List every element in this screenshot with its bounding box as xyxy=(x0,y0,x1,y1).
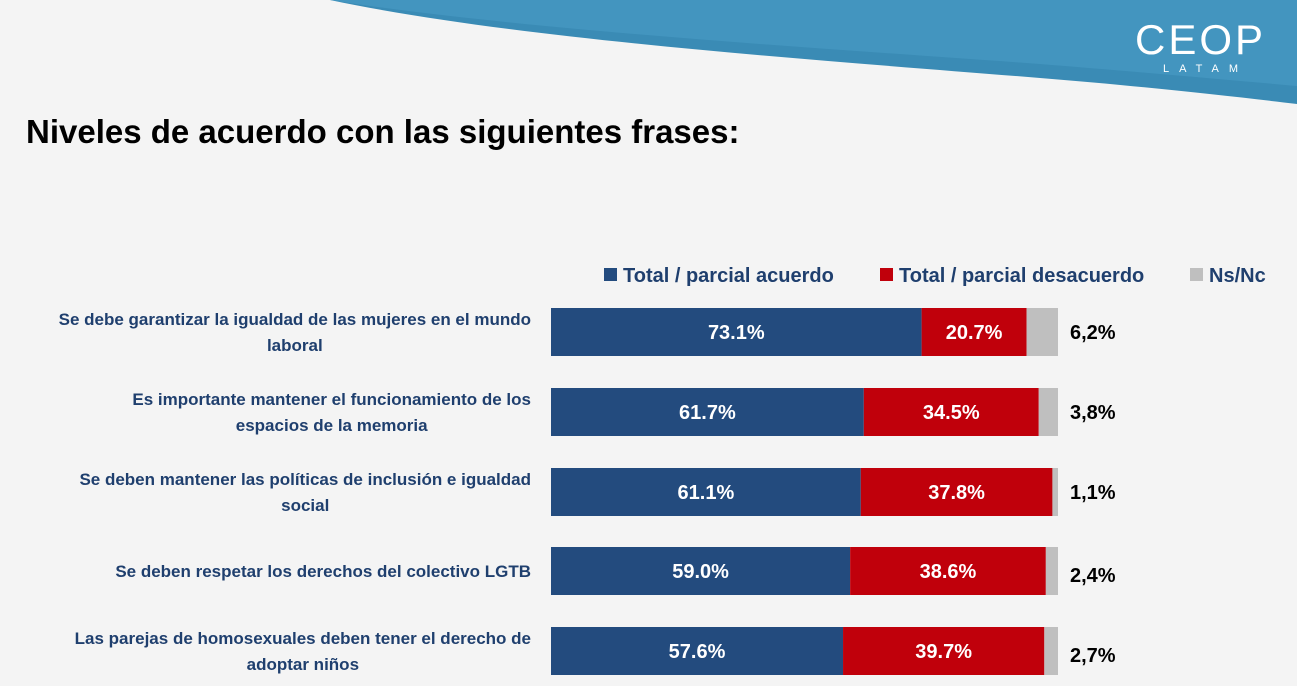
page-title: Niveles de acuerdo con las siguientes fr… xyxy=(26,113,740,150)
data-label-desacuerdo: 37.8% xyxy=(928,482,985,504)
data-label-nsnc: 1,1% xyxy=(1070,482,1116,504)
data-label-acuerdo: 61.1% xyxy=(678,482,735,504)
bar-segment-desacuerdo xyxy=(850,547,1046,595)
data-label-acuerdo: 57.6% xyxy=(669,641,726,663)
data-label-acuerdo: 73.1% xyxy=(708,322,765,344)
bar-segment-acuerdo xyxy=(551,388,864,436)
bar-segment-nsnc xyxy=(1045,547,1058,595)
bar-segment-nsnc xyxy=(1044,627,1058,675)
legend-swatch-1 xyxy=(604,268,617,281)
category-label: Las parejas de homosexuales deben tener … xyxy=(75,629,531,674)
data-label-acuerdo: 59.0% xyxy=(672,561,729,583)
legend-swatch-2 xyxy=(880,268,893,281)
category-label: Se deben mantener las políticas de inclu… xyxy=(79,470,531,515)
data-label-nsnc: 2,4% xyxy=(1070,565,1116,587)
data-label-desacuerdo: 38.6% xyxy=(920,561,977,583)
bar-segment-acuerdo xyxy=(551,308,922,356)
brand-logo-subtitle: LATAM xyxy=(1162,63,1249,75)
bar-segment-acuerdo xyxy=(551,627,844,675)
data-label-desacuerdo: 34.5% xyxy=(923,402,980,424)
bar-segment-nsnc xyxy=(1026,308,1058,356)
data-label-nsnc: 3,8% xyxy=(1070,402,1116,424)
brand-logo: CEOP LATAM xyxy=(1128,18,1273,76)
bar-segment-desacuerdo xyxy=(863,388,1039,436)
data-label-nsnc: 2,7% xyxy=(1070,645,1116,667)
data-label-acuerdo: 61.7% xyxy=(679,402,736,424)
bar-segment-nsnc xyxy=(1038,388,1058,436)
bar-segment-acuerdo xyxy=(551,468,861,516)
bar-segment-acuerdo xyxy=(551,547,851,595)
legend-label-2: Total / parcial desacuerdo xyxy=(899,265,1144,287)
legend-label-1: Total / parcial acuerdo xyxy=(623,265,834,287)
legend-swatch-3 xyxy=(1190,268,1203,281)
legend-label-3: Ns/Nc xyxy=(1209,265,1266,287)
data-label-nsnc: 6,2% xyxy=(1070,322,1116,344)
category-label: Es importante mantener el funcionamiento… xyxy=(132,390,531,435)
category-label: Se debe garantizar la igualdad de las mu… xyxy=(59,310,531,355)
bar-segment-desacuerdo xyxy=(860,468,1053,516)
data-label-desacuerdo: 20.7% xyxy=(946,322,1003,344)
bar-segment-nsnc xyxy=(1052,468,1058,516)
data-label-desacuerdo: 39.7% xyxy=(915,641,972,663)
bar-segment-desacuerdo xyxy=(921,308,1027,356)
header-wave xyxy=(330,0,1297,104)
bar-segment-desacuerdo xyxy=(843,627,1045,675)
category-label: Se deben respetar los derechos del colec… xyxy=(115,562,531,581)
brand-logo-text: CEOP xyxy=(1134,16,1267,63)
